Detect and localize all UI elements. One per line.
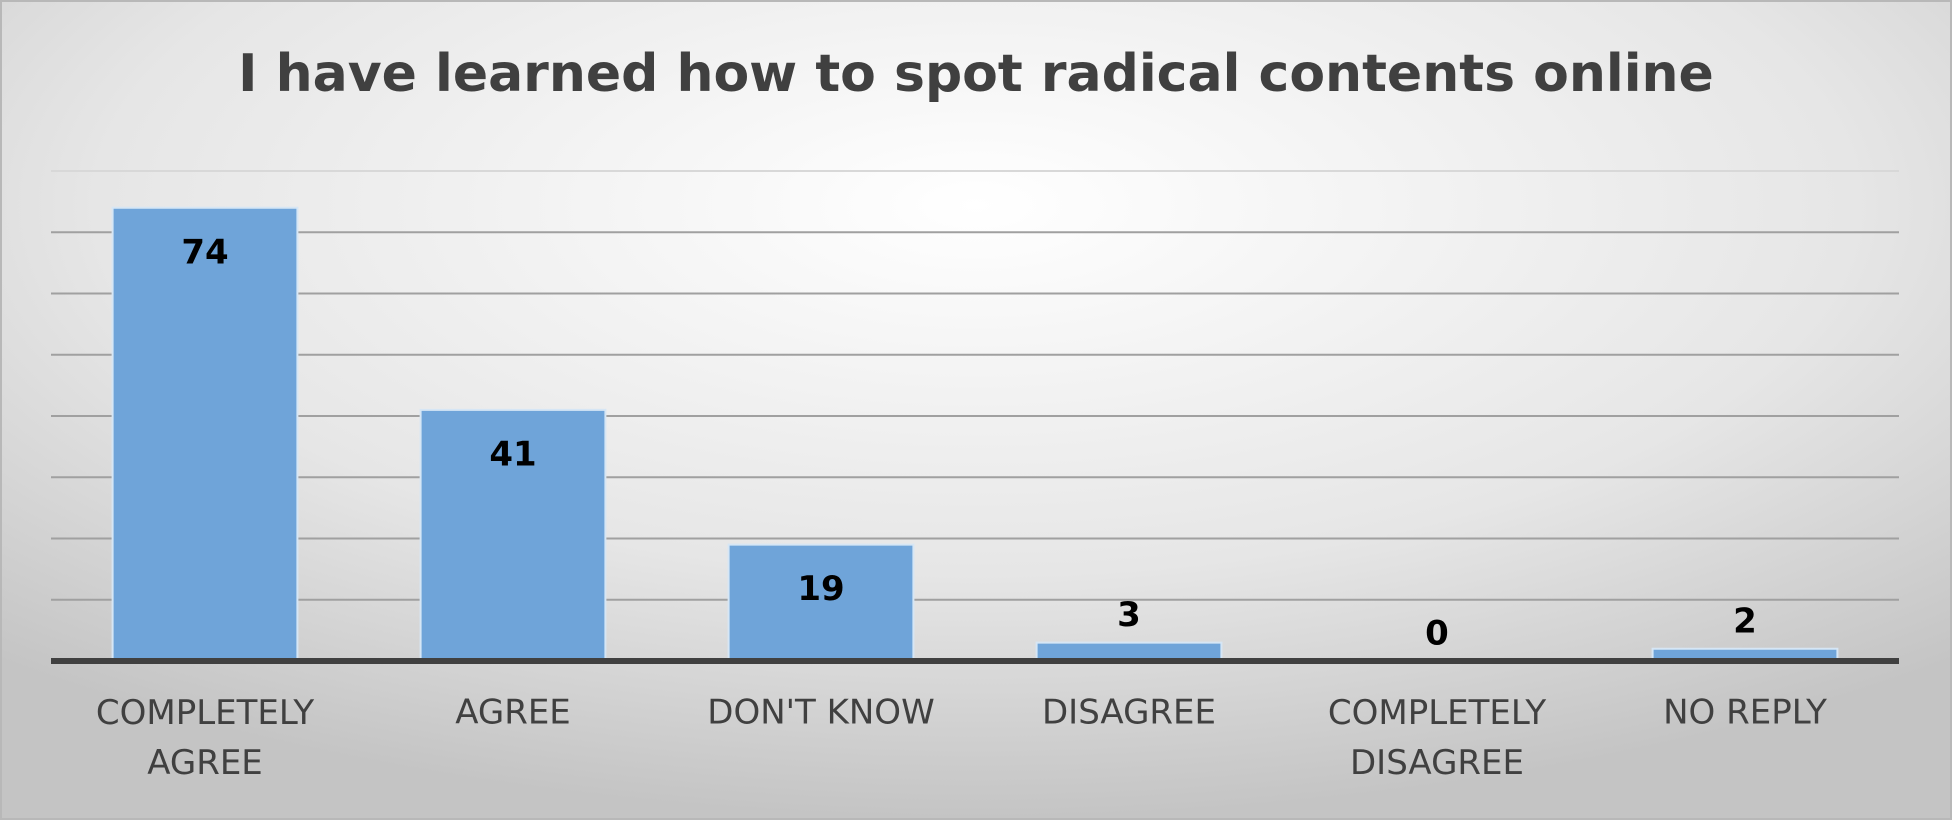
x-tick-label: NO REPLY bbox=[1663, 693, 1827, 733]
x-tick-label: DISAGREE bbox=[1042, 693, 1216, 733]
bar bbox=[111, 206, 299, 662]
chart-title: I have learned how to spot radical conte… bbox=[238, 44, 1714, 104]
data-label: 41 bbox=[489, 434, 536, 474]
data-label: 0 bbox=[1425, 614, 1449, 654]
bar bbox=[727, 543, 915, 662]
x-tick-label: DON'T KNOW bbox=[707, 693, 934, 733]
bar bbox=[419, 408, 607, 662]
data-label: 3 bbox=[1117, 595, 1141, 635]
x-tick-label: COMPLETELY DISAGREE bbox=[1328, 693, 1546, 783]
x-tick-label: COMPLETELY AGREE bbox=[96, 693, 314, 783]
data-label: 2 bbox=[1733, 601, 1757, 641]
x-tick-label: AGREE bbox=[455, 693, 571, 733]
data-label: 74 bbox=[181, 232, 228, 272]
data-label: 19 bbox=[797, 569, 844, 609]
